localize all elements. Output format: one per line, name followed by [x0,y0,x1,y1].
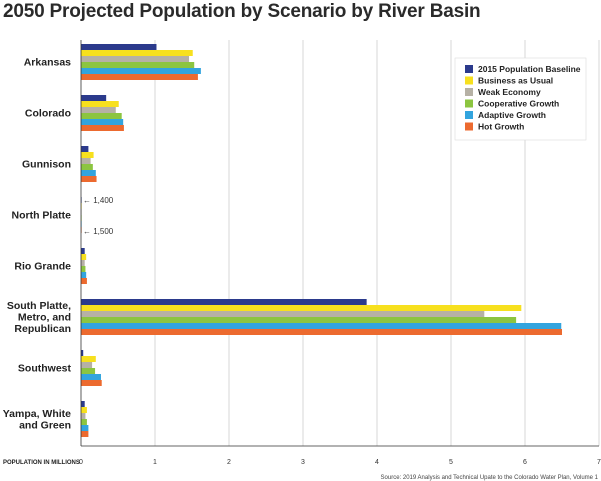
x-tick-label: 0 [79,459,83,466]
bar [81,176,97,182]
bar [81,107,116,113]
bars-group [81,44,562,437]
x-tick-label: 7 [597,459,601,466]
bar [81,158,91,164]
bar [81,362,93,368]
source-note: Source: 2019 Analysis and Technical Upat… [381,475,599,481]
legend-label: Adaptive Growth [478,110,546,120]
bar [81,374,101,380]
bar [81,272,87,278]
x-tick-label: 4 [375,459,379,466]
legend-label: 2015 Population Baseline [478,64,581,74]
bar [81,101,119,107]
category-labels: Arkansas Colorado Gunnison North Platte Rio … [3,57,72,432]
bar [81,305,522,311]
x-tick-label: 3 [301,459,305,466]
bar [81,68,201,74]
category-label: Arkansas [24,57,71,69]
category-label: Yampa, White and Green [3,408,71,432]
category-label: North Platte [11,210,71,222]
x-tick-label: 5 [449,459,453,466]
bar [81,254,87,260]
legend-label: Cooperative Growth [478,99,559,109]
annotation-label: ← 1,400 [83,196,114,205]
chart-title: 2050 Projected Population by Scenario by… [3,1,481,22]
bar [81,74,198,80]
legend-swatch [465,76,473,85]
bar [81,329,562,335]
category-label: Colorado [25,108,71,120]
bar [81,323,562,329]
category-label: Southwest [18,363,72,375]
legend-swatch [465,99,473,108]
bar [81,413,86,419]
bar [81,317,517,323]
bar [81,350,84,356]
legend-swatch [465,111,473,119]
bar [81,260,85,266]
bar [81,356,96,362]
grid-lines [154,40,600,446]
legend-swatch [465,122,473,131]
x-tick-label: 6 [523,459,527,466]
legend-label: Hot Growth [478,122,524,132]
bar [81,380,102,386]
bar [81,44,157,50]
x-axis-label: POPULATION IN MILLIONS [3,460,80,466]
annotations: ← 1,400 ← 1,500 [83,196,114,236]
bar [81,95,107,101]
bar [81,125,124,131]
x-tick-label: 2 [227,459,231,466]
bar [81,368,96,374]
bar [81,248,85,254]
legend-box [454,57,587,141]
legend-label: Business as Usual [478,76,553,86]
category-label: Gunnison [22,159,71,171]
bar [81,146,89,152]
bar [81,299,367,305]
bar [81,56,190,62]
bar [81,62,195,68]
legend: 2015 Population Baseline Business as Usua… [454,57,587,141]
category-label: South Platte, Metro, and Republican [7,300,71,335]
bar [81,401,85,407]
bar [81,419,87,425]
bar [81,164,93,170]
bar [81,50,193,56]
annotation-label: ← 1,500 [83,227,114,236]
category-label: Rio Grande [14,261,71,273]
legend-swatch [465,88,473,96]
bar [81,266,86,272]
bar [81,119,124,125]
bar [81,170,96,176]
legend-label: Weak Economy [478,87,541,97]
bar [81,311,485,317]
bar [81,431,89,437]
x-tick-labels: 0 1 2 3 4 5 6 7 [79,459,601,466]
bar [81,425,89,431]
bar [81,113,122,119]
bar [81,407,87,413]
bar [81,278,87,284]
legend-swatch [465,65,473,73]
bar [81,152,94,158]
x-tick-label: 1 [153,459,157,466]
